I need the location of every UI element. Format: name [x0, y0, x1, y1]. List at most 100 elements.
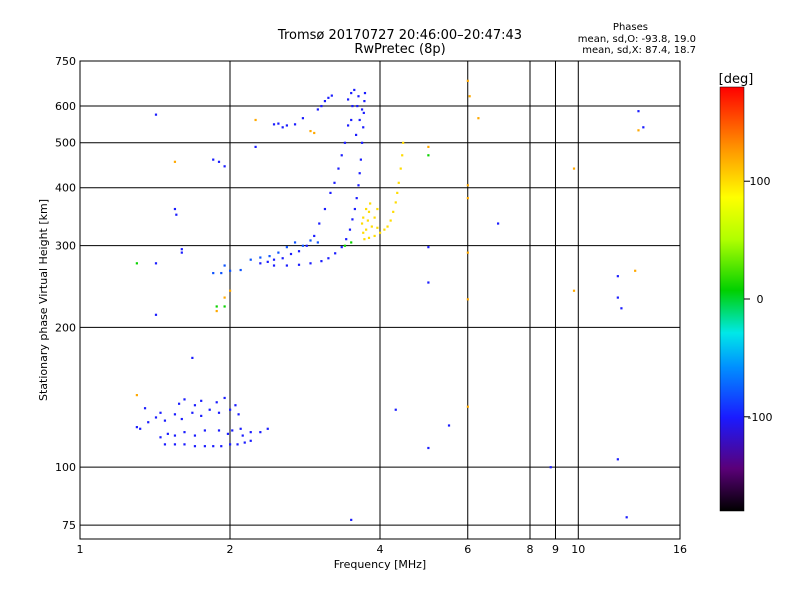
data-point [220, 445, 223, 448]
data-point [297, 250, 301, 253]
data-point [362, 231, 365, 234]
data-point [203, 445, 206, 448]
data-point [318, 222, 321, 225]
y-tick-label: 600 [55, 100, 76, 113]
data-point [259, 256, 262, 259]
data-point [350, 118, 353, 122]
data-point [135, 262, 138, 265]
data-point [229, 443, 232, 446]
colorbar-label: [deg] [719, 72, 754, 87]
x-tick-label: 6 [464, 543, 471, 556]
data-point [316, 241, 319, 244]
data-point [350, 518, 353, 521]
data-point [359, 158, 362, 161]
data-point [354, 133, 358, 137]
data-point [642, 126, 645, 129]
data-point [394, 201, 397, 204]
data-point [386, 225, 389, 228]
data-point [343, 244, 347, 247]
data-point [402, 141, 405, 144]
data-point [166, 432, 169, 435]
y-tick-label: 300 [55, 240, 76, 253]
data-point [637, 129, 640, 132]
x-tick-label: 1 [77, 543, 84, 556]
data-point [620, 307, 623, 310]
data-point [229, 408, 232, 411]
data-point [379, 231, 382, 234]
data-point [337, 167, 340, 170]
data-point [362, 111, 365, 115]
data-point [183, 443, 186, 446]
data-point [243, 441, 246, 444]
data-point [135, 426, 138, 429]
data-point [399, 167, 402, 170]
data-point [373, 234, 376, 238]
colorbar-tick-label: 100 [750, 175, 771, 188]
data-point [355, 197, 358, 200]
data-point [330, 94, 333, 97]
data-point [239, 268, 242, 272]
data-point [383, 228, 386, 231]
data-point [616, 275, 619, 278]
y-tick-label: 750 [55, 55, 76, 68]
data-point [266, 427, 269, 430]
data-point [297, 263, 301, 266]
data-point [217, 429, 221, 432]
data-point [351, 218, 354, 221]
data-point [143, 407, 147, 410]
data-point [200, 414, 203, 417]
plot-frame [79, 60, 681, 540]
data-point [163, 419, 167, 422]
x-tick-label: 8 [527, 543, 534, 556]
x-tick-label: 16 [673, 543, 687, 556]
data-point [320, 260, 323, 263]
data-point [343, 141, 347, 144]
data-point [249, 431, 252, 434]
data-point [389, 219, 392, 222]
data-point [220, 271, 223, 275]
data-point [363, 99, 366, 103]
data-points [135, 79, 645, 521]
data-point [427, 246, 430, 249]
data-point [351, 104, 354, 108]
data-point [616, 458, 619, 461]
data-point [366, 219, 369, 222]
data-point [360, 108, 364, 111]
data-point [327, 96, 330, 99]
data-point [231, 429, 234, 432]
data-point [323, 207, 327, 211]
data-point [212, 271, 215, 275]
data-point [212, 158, 215, 161]
data-point [241, 434, 244, 437]
data-point [363, 238, 366, 241]
data-point [272, 258, 276, 261]
data-point [427, 281, 430, 284]
data-point [223, 264, 226, 267]
data-point [289, 252, 293, 256]
data-point [357, 95, 360, 98]
data-point [154, 262, 158, 265]
data-point [549, 466, 552, 469]
data-point [353, 207, 356, 211]
data-point [285, 264, 288, 267]
data-point [401, 154, 404, 157]
data-point [215, 305, 218, 308]
stats-o-line: mean, sd,O: -93.8, 19.0 [577, 34, 696, 45]
data-point [272, 123, 276, 126]
data-point [625, 516, 628, 519]
data-point [348, 228, 352, 231]
data-point [447, 424, 451, 427]
data-point [191, 356, 194, 360]
axis-ticks: 1 2 4 6 8 9 10 16 75 100 200 300 400 500 600 750 [55, 55, 687, 556]
data-point [193, 404, 197, 407]
data-point [226, 432, 230, 435]
data-point [159, 411, 162, 414]
data-point [466, 184, 469, 187]
stats-label: Phases [612, 22, 648, 33]
data-point [353, 88, 356, 92]
data-point [346, 124, 350, 127]
data-point [223, 305, 226, 308]
data-point [376, 226, 379, 229]
data-point [254, 145, 257, 148]
